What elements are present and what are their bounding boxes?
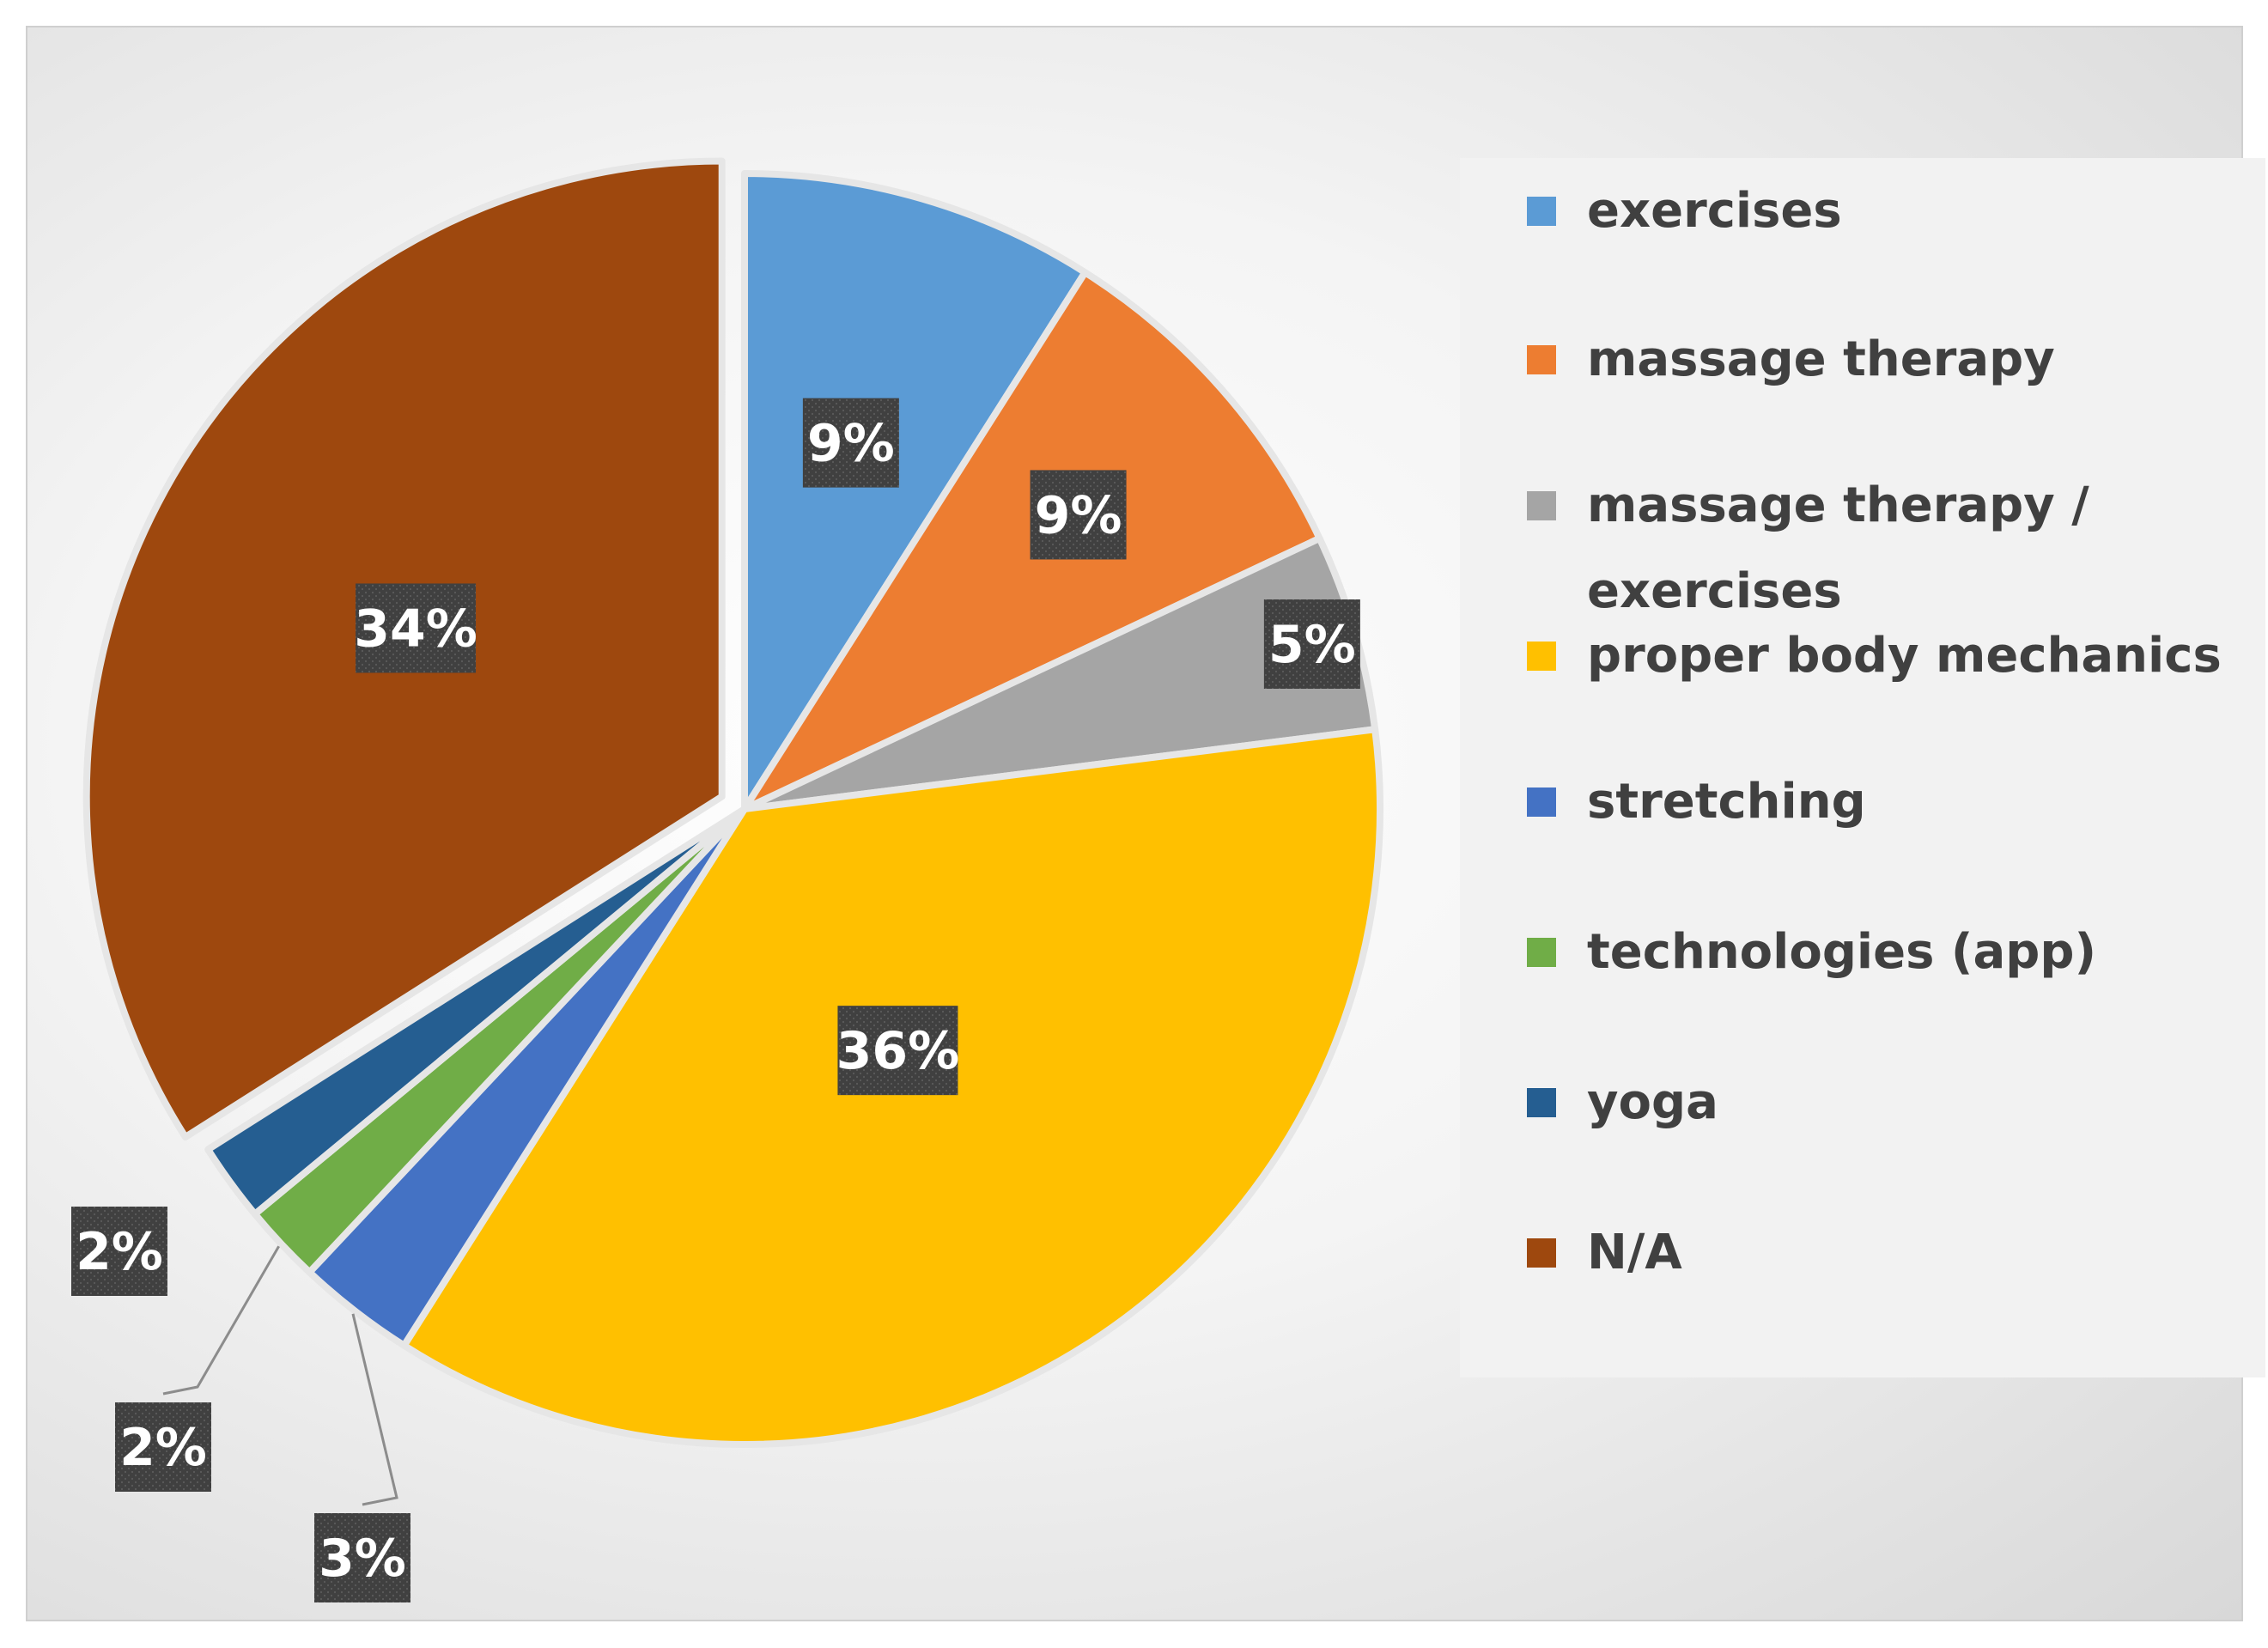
legend-label: yoga bbox=[1587, 1074, 1718, 1130]
legend-swatch bbox=[1527, 1238, 1556, 1268]
legend-label: exercises bbox=[1587, 183, 1842, 239]
pie-chart: 9% 9% 5% 36% 3% 2% 2% 34% bbox=[71, 157, 1383, 1602]
legend-swatch bbox=[1527, 1088, 1556, 1117]
data-label-text: 2% bbox=[76, 1222, 163, 1282]
data-label: 3% bbox=[314, 1513, 410, 1602]
pie-slice-yoga bbox=[204, 806, 748, 1218]
legend-swatch bbox=[1527, 345, 1556, 374]
legend-label: N/A bbox=[1587, 1225, 1682, 1280]
legend-swatch bbox=[1527, 938, 1556, 967]
chart-area: 9% 9% 5% 36% 3% 2% 2% 34% exercises massage ther… bbox=[26, 26, 2265, 1621]
data-label: 5% bbox=[1263, 599, 1360, 689]
data-label: 34% bbox=[354, 583, 477, 673]
data-label-box bbox=[802, 398, 899, 488]
legend-label: technologies (app) bbox=[1587, 924, 2097, 980]
data-label-box bbox=[1030, 470, 1127, 560]
legend-swatch bbox=[1527, 788, 1556, 817]
leader-line bbox=[162, 1245, 280, 1396]
data-label: 36% bbox=[836, 1006, 960, 1096]
legend-swatch bbox=[1527, 642, 1556, 671]
data-label: 2% bbox=[71, 1207, 167, 1296]
legend-label: massage therapy / bbox=[1587, 477, 2089, 533]
data-label: 9% bbox=[802, 398, 899, 488]
data-label-text: 34% bbox=[354, 599, 477, 659]
data-label-text: 9% bbox=[807, 414, 895, 474]
pie-slice-exercises bbox=[741, 170, 1089, 812]
data-label-box bbox=[1263, 599, 1360, 689]
data-label-text: 2% bbox=[119, 1418, 207, 1478]
data-label-text: 3% bbox=[319, 1529, 406, 1589]
data-label-box bbox=[837, 1006, 958, 1096]
data-label-box bbox=[115, 1402, 211, 1492]
data-label-text: 36% bbox=[836, 1021, 960, 1081]
data-label-box bbox=[314, 1513, 410, 1602]
legend-swatch bbox=[1527, 491, 1556, 520]
legend-swatch bbox=[1527, 197, 1556, 226]
legend-label: proper body mechanics bbox=[1587, 628, 2222, 684]
data-label: 2% bbox=[115, 1402, 211, 1492]
data-label-text: 5% bbox=[1268, 615, 1356, 675]
legend: exercises massage therapy massage therapy … bbox=[1460, 158, 2265, 1377]
leader-line bbox=[351, 1313, 398, 1506]
data-label-box bbox=[356, 583, 477, 673]
legend-label: stretching bbox=[1587, 774, 1866, 830]
data-label-text: 9% bbox=[1035, 485, 1122, 545]
legend-label: exercises bbox=[1587, 563, 1842, 619]
legend-label: massage therapy bbox=[1587, 331, 2055, 387]
data-label-box bbox=[71, 1207, 167, 1296]
data-label: 9% bbox=[1030, 470, 1127, 560]
